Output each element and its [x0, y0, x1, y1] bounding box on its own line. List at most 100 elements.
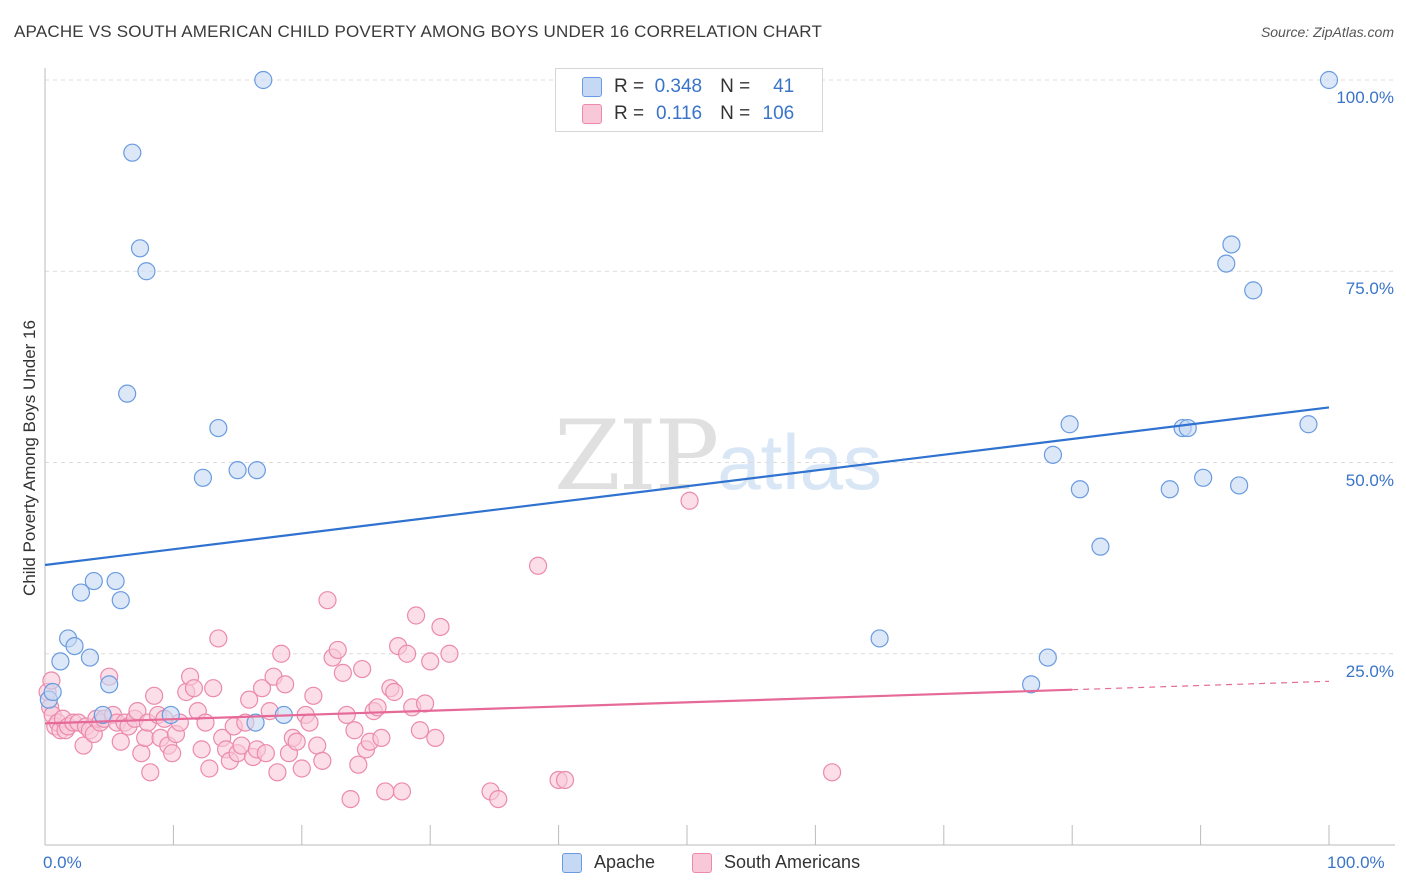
legend-n-value: 41	[773, 76, 795, 97]
chart-title: APACHE VS SOUTH AMERICAN CHILD POVERTY A…	[14, 22, 823, 41]
apache-point	[1091, 537, 1110, 556]
south-americans-trend-extension	[1072, 680, 1330, 691]
south-americans-point	[406, 606, 426, 625]
grid-lines	[45, 79, 1395, 655]
apache-point	[123, 143, 142, 162]
legend-n-value: 106	[762, 103, 795, 124]
south-americans-point	[209, 629, 228, 648]
south-americans-point	[555, 770, 575, 790]
south-americans-point	[204, 679, 223, 698]
south-americans-legend-label: South Americans	[724, 852, 861, 872]
apache-point	[193, 468, 213, 487]
legend-row-apache: R = 0.348 N = 41	[582, 75, 794, 99]
apache-point	[870, 629, 889, 648]
south-americans-point	[132, 744, 151, 763]
south-americans-point	[268, 763, 287, 782]
south-americans-point	[318, 591, 337, 610]
south-americans-point	[141, 763, 160, 782]
south-americans-point	[440, 644, 459, 663]
apache-point	[1070, 480, 1090, 499]
y-tick-label: 75.0%	[1345, 279, 1394, 299]
apache-point	[1060, 415, 1079, 434]
south-americans-point	[376, 782, 395, 801]
apache-point	[1217, 254, 1236, 273]
south-americans-point	[240, 690, 259, 709]
south-americans-point	[304, 686, 323, 705]
legend-r-value: 0.348	[654, 76, 703, 97]
south-americans-point	[345, 721, 364, 740]
legend-n-label: N =	[720, 76, 751, 97]
apache-legend-label: Apache	[594, 852, 656, 872]
apache-point	[228, 461, 247, 480]
trend-lines	[44, 406, 1330, 725]
apache-point	[43, 682, 62, 702]
south-americans-point	[163, 744, 182, 763]
bottom-legend-south-americans: South Americans	[692, 852, 860, 873]
south-americans-point	[145, 686, 164, 705]
apache-point	[84, 571, 103, 591]
y-tick-label: 25.0%	[1345, 661, 1394, 681]
south-americans-point	[349, 755, 368, 774]
apache-point	[1043, 445, 1063, 464]
south-americans-point	[276, 675, 295, 694]
south-americans-point	[431, 617, 450, 637]
apache-point	[254, 70, 273, 90]
apache-point	[1244, 281, 1263, 300]
south-americans-points	[38, 491, 842, 809]
apache-point	[71, 583, 91, 602]
south-americans-point	[292, 759, 311, 778]
x-tick-label-min: 0.0%	[43, 853, 82, 872]
south-americans-point	[421, 652, 440, 671]
apache-point	[1319, 70, 1339, 90]
apache-point	[106, 571, 125, 591]
apache-point	[1194, 468, 1213, 487]
legend-r-label: R =	[614, 76, 645, 97]
apache-point	[1230, 476, 1249, 495]
south-americans-trend-line	[44, 688, 1073, 725]
apache-point	[1038, 648, 1057, 667]
apache-point	[1222, 235, 1241, 254]
bottom-legend-apache: Apache	[562, 852, 655, 873]
legend-n-label: N =	[720, 103, 751, 124]
south-americans-point	[528, 556, 548, 575]
south-americans-point	[192, 740, 211, 759]
south-americans-point	[415, 694, 435, 713]
south-americans-point	[680, 491, 699, 510]
south-americans-point	[256, 744, 275, 763]
apache-point	[246, 713, 265, 732]
apache-point	[51, 652, 70, 671]
south-americans-point	[74, 736, 93, 755]
apache-point	[247, 461, 266, 480]
apache-point	[93, 705, 112, 725]
apache-swatch	[582, 77, 602, 97]
south-americans-point	[272, 644, 291, 663]
apache-point	[209, 418, 228, 438]
south-americans-point	[385, 682, 404, 702]
apache-point	[111, 591, 130, 610]
apache-point	[118, 384, 137, 403]
apache-point	[161, 705, 180, 725]
correlation-legend: R = 0.348 N = 41 R = 0.116 N = 106	[555, 68, 823, 132]
south-americans-point	[252, 679, 272, 698]
x-tick-label-max: 100.0%	[1327, 853, 1385, 872]
south-americans-point	[200, 759, 219, 778]
y-tick-label: 100.0%	[1336, 88, 1394, 107]
south-americans-point	[333, 663, 352, 682]
apache-point	[1022, 675, 1041, 694]
apache-point	[130, 239, 150, 258]
south-americans-point	[328, 640, 347, 660]
apache-point	[137, 262, 156, 281]
legend-r-label: R =	[614, 103, 645, 124]
south-americans-point	[489, 789, 508, 809]
south-americans-point	[196, 713, 215, 732]
apache-points	[39, 70, 1339, 732]
south-americans-point	[184, 679, 204, 698]
south-americans-legend-swatch	[692, 852, 712, 873]
south-americans-point	[313, 751, 332, 770]
legend-row-south-americans: R = 0.116 N = 106	[582, 102, 794, 126]
south-americans-point	[392, 782, 412, 801]
south-americans-point	[308, 736, 327, 755]
south-americans-point	[136, 728, 155, 748]
legend-r-value: 0.116	[655, 103, 703, 124]
